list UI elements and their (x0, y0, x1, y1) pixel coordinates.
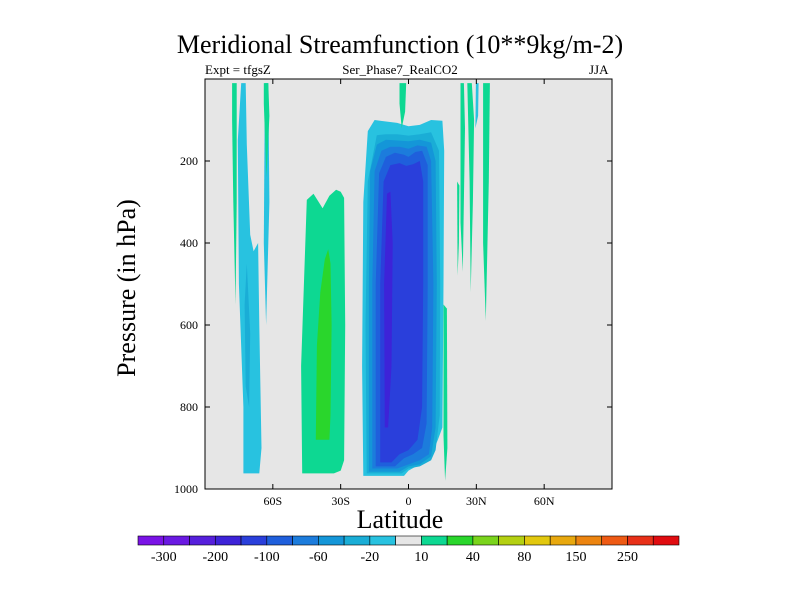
polar-band-contour (263, 83, 270, 178)
x-tick-label: 60N (534, 494, 555, 508)
colorbar-swatch (189, 535, 216, 546)
northern-bands-contour (467, 83, 475, 293)
northern-bands-contour (399, 83, 407, 129)
colorbar-swatch (214, 535, 242, 546)
x-tick-label: 0 (406, 494, 412, 508)
colorbar-swatch (498, 535, 525, 546)
experiment-label: Expt = tfgsZ (205, 62, 271, 77)
colorbar-label: 150 (565, 550, 586, 565)
colorbar-label: -20 (361, 550, 380, 565)
y-tick-label: 600 (180, 318, 198, 332)
colorbar-swatch (524, 535, 551, 546)
contour-fill-group (232, 83, 490, 481)
colorbar-swatch (266, 535, 293, 546)
colorbar-swatch (369, 535, 396, 546)
southern-ferrel-cell-contour (315, 249, 332, 440)
colorbar-swatch (343, 535, 371, 546)
northern-bands-contour (483, 83, 490, 321)
x-tick-label: 60S (263, 494, 282, 508)
y-tick-label: 800 (180, 400, 198, 414)
colorbar-label: -200 (202, 550, 228, 565)
x-tick-label: 30N (466, 494, 487, 508)
colorbar-swatch (137, 535, 165, 546)
colorbar-swatch (601, 535, 628, 546)
colorbar-swatch (421, 535, 448, 546)
northern-bands-contour (443, 304, 448, 481)
polar-band-contour (237, 83, 262, 474)
colorbar-label: 40 (466, 550, 480, 565)
season-label: JJA (589, 62, 609, 77)
colorbar-swatch (163, 535, 190, 546)
x-axis-label: Latitude (356, 505, 444, 534)
colorbar-label: 10 (414, 550, 428, 565)
colorbar-label: -300 (151, 550, 177, 565)
colorbar-swatch (292, 535, 319, 546)
colorbar-swatch (240, 535, 268, 546)
colorbar-swatch (627, 535, 654, 546)
colorbar-swatch (395, 535, 422, 546)
colorbar-label: -100 (254, 550, 280, 565)
x-tick-label: 30S (331, 494, 350, 508)
chart-title: Meridional Streamfunction (10**9kg/m-2) (176, 30, 624, 59)
southern-hadley-cell-contour (384, 191, 393, 428)
colorbar-swatch (549, 535, 577, 546)
y-tick-label: 200 (180, 154, 198, 168)
colorbar-swatch (652, 535, 680, 546)
y-tick-label: 1000 (174, 482, 198, 496)
colorbar-swatch (472, 535, 499, 546)
northern-bands-contour (457, 181, 460, 276)
northern-bands-contour (475, 83, 479, 129)
run-label: Ser_Phase7_RealCO2 (342, 62, 458, 77)
polar-band-contour (232, 83, 237, 305)
colorbar-label: -60 (309, 550, 328, 565)
y-tick-label: 400 (180, 236, 198, 250)
colorbar-label: 80 (517, 550, 531, 565)
northern-bands-contour (460, 83, 465, 272)
polar-band-contour (244, 263, 251, 407)
colorbar-swatch (446, 535, 474, 546)
colorbar-label: 250 (617, 550, 638, 565)
colorbar-swatch (318, 535, 345, 546)
colorbar-swatch (575, 535, 603, 546)
